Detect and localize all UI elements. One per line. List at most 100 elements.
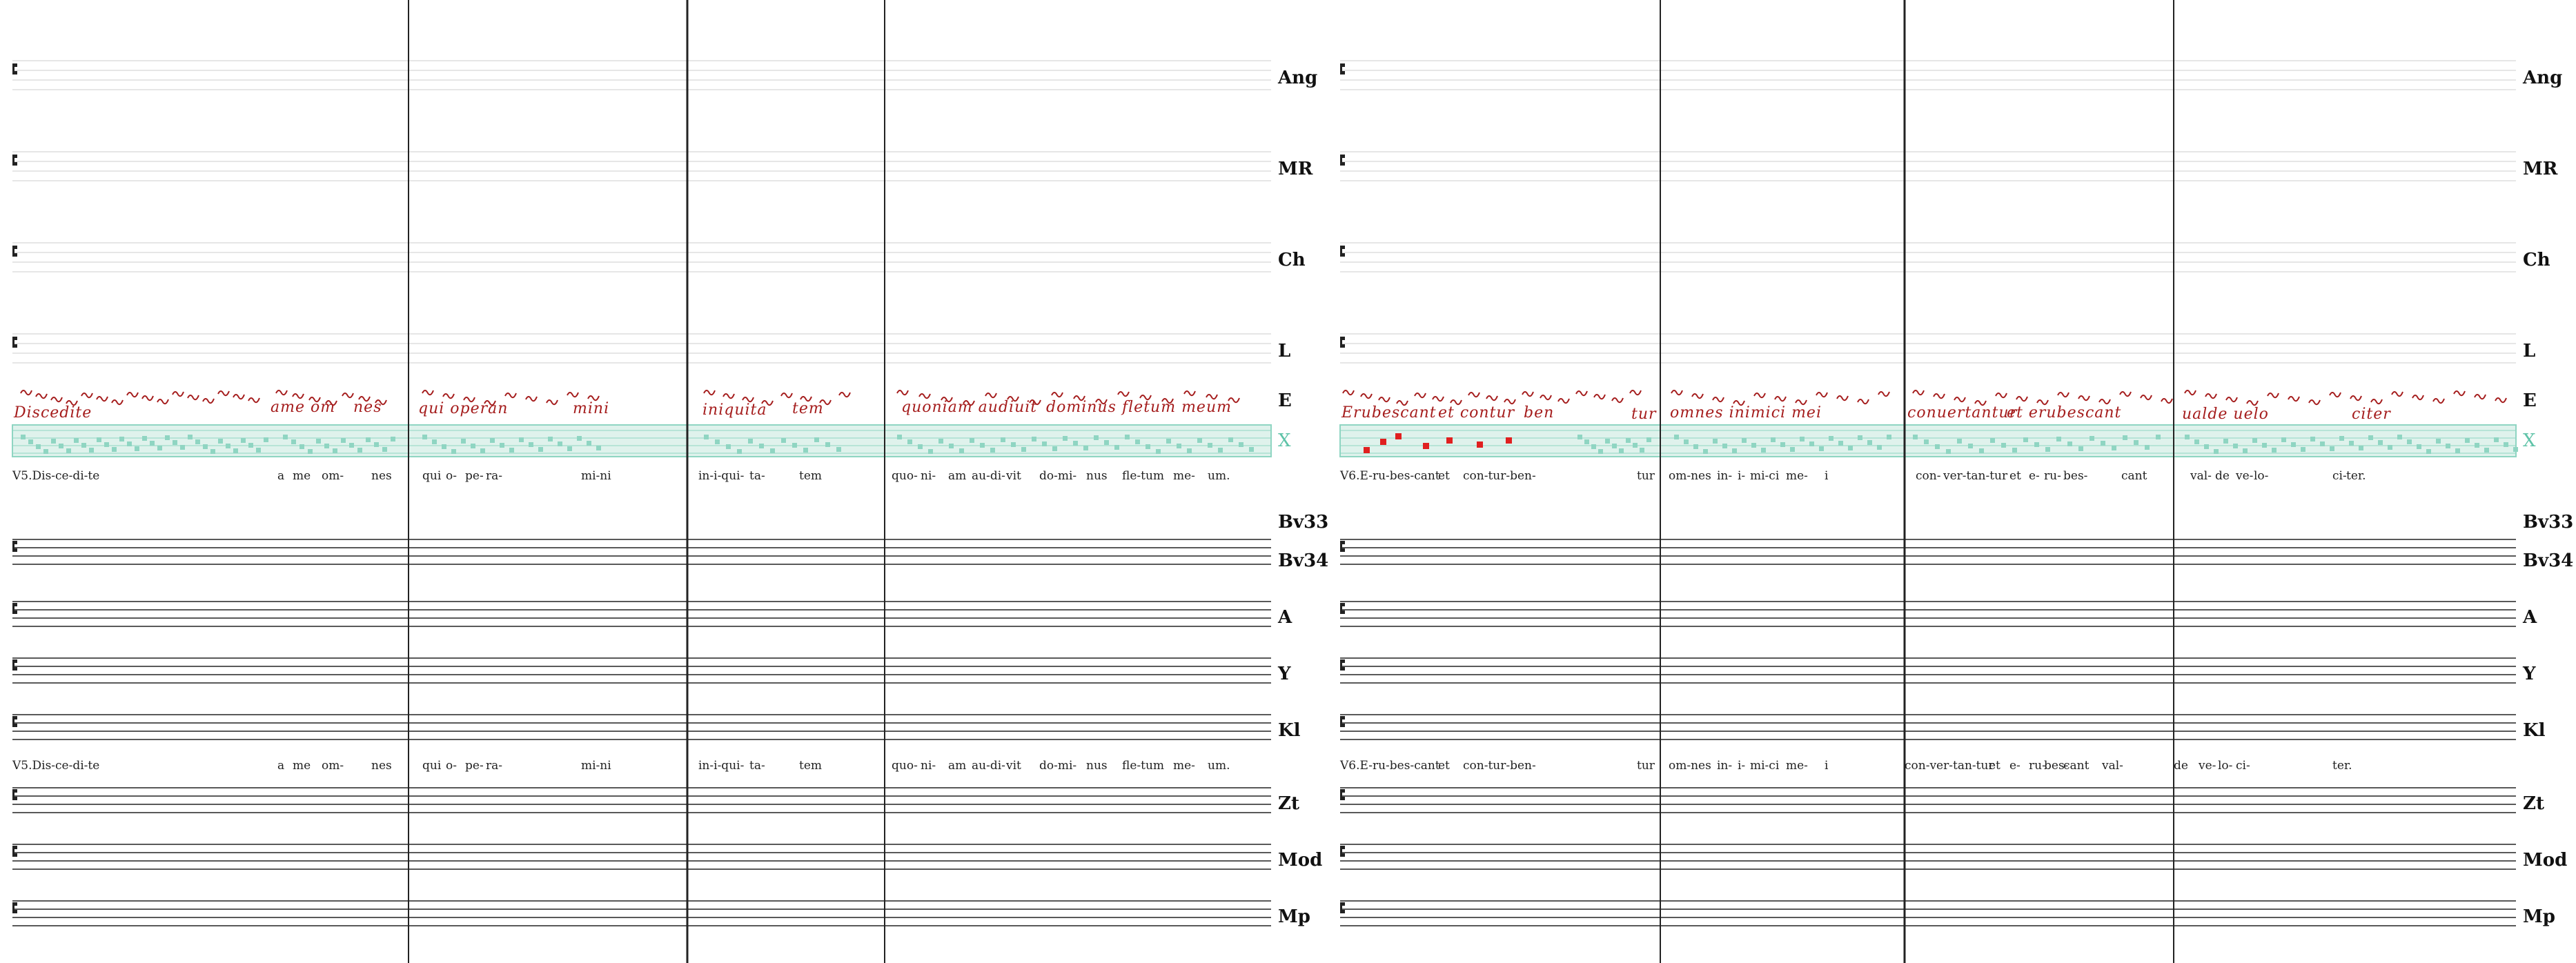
square-neume: [316, 439, 321, 444]
syllable: et: [1438, 469, 1450, 483]
manuscript-neume: [2119, 391, 2132, 397]
c-clef-icon: [1340, 246, 1345, 257]
syllable: ter.: [2346, 469, 2366, 483]
square-neume: [490, 438, 495, 443]
syllable: con-ver-tan-tur: [1905, 759, 1994, 773]
square-neume: [173, 440, 177, 445]
signature-ang: Ang: [2523, 68, 2563, 88]
square-neume: [1156, 449, 1161, 454]
manuscript-neume: [2140, 395, 2152, 401]
square-neume: [897, 435, 902, 439]
syllable: tur: [1637, 759, 1655, 773]
square-neume: [1751, 443, 1756, 448]
square-neume: [1887, 435, 1891, 439]
syllable: in-i-qui-: [698, 759, 745, 773]
square-neume: [2262, 443, 2267, 448]
syllable: me-: [1173, 759, 1195, 773]
manuscript-neume: [35, 393, 48, 399]
manuscript-word: omnes inimici mei: [1670, 404, 1822, 421]
square-neume: [2112, 446, 2116, 450]
syllable: in-: [1717, 759, 1733, 773]
c-clef-icon: [1340, 902, 1345, 913]
syllable: con-: [1916, 469, 1941, 483]
manuscript-word: et contur: [1438, 404, 1515, 421]
syllable: et: [1989, 759, 2000, 773]
square-neume: [1877, 445, 1882, 450]
square-neume: [792, 443, 797, 448]
syllable: mi-ci: [1750, 469, 1780, 483]
signature-zt: Zt: [2523, 793, 2544, 814]
c-clef-icon: [1340, 155, 1345, 166]
square-neume: [1218, 448, 1223, 453]
square-neume: [1001, 437, 1005, 442]
manuscript-neume: [275, 390, 288, 396]
syllable: um.: [1208, 469, 1230, 483]
square-neume: [2045, 447, 2050, 452]
manuscript-neume: [819, 399, 832, 406]
square-neume: [51, 439, 56, 444]
manuscript-neume: [1611, 397, 1624, 404]
manuscript-word: nes: [353, 399, 382, 416]
manuscript-neume: [2016, 396, 2028, 402]
manuscript-neume: [2225, 397, 2238, 403]
syllable: ta-: [749, 759, 765, 773]
manuscript-neume: [1051, 392, 1063, 398]
square-neume: [1104, 440, 1109, 445]
manuscript-word: et erubescant: [2007, 404, 2122, 421]
square-neume: [2484, 448, 2489, 453]
signature-l: L: [2523, 341, 2536, 361]
square-neume: [558, 441, 562, 446]
manuscript-neume: [157, 399, 169, 405]
manuscript-neume: [1360, 393, 1373, 399]
syllable: ta-: [749, 469, 765, 483]
manuscript-neume: [504, 393, 517, 399]
manuscript-neume: [2098, 399, 2111, 405]
square-neume: [1011, 442, 1016, 447]
square-neume: [509, 448, 514, 453]
syllable: fle-tum: [1122, 759, 1165, 773]
square-neume: [2407, 439, 2412, 444]
manuscript-neume: [1836, 395, 1849, 401]
manuscript-neume: [358, 396, 371, 402]
manuscript-neume: [1029, 399, 1041, 406]
square-neume: [157, 446, 162, 450]
square-neume: [2368, 435, 2373, 440]
syllable: ru-: [2044, 469, 2061, 483]
square-neume: [1957, 439, 1962, 444]
square-neume: [737, 449, 742, 454]
square-neume: [241, 438, 246, 443]
square-neume: [366, 437, 371, 442]
syllable: mi-ci: [1750, 759, 1780, 773]
red-note: [1446, 437, 1453, 444]
syllable: me: [293, 759, 311, 773]
manuscript-neume: [1139, 395, 1152, 401]
right-score-panel: Erubescant et contur ben tur omnes inimi…: [1288, 0, 2576, 963]
signature-bv33: Bv33: [2523, 512, 2574, 533]
manuscript-neume: [2246, 400, 2259, 406]
square-neume: [1591, 444, 1596, 449]
square-neume: [2223, 439, 2228, 444]
manuscript-neume: [567, 392, 579, 398]
manuscript-neume: [463, 397, 475, 403]
syllable: me-: [1786, 469, 1808, 483]
syllable: et: [1438, 759, 1450, 773]
square-neume: [442, 444, 446, 449]
square-neume: [907, 439, 912, 444]
square-neume: [1646, 437, 1651, 442]
manuscript-neume: [1468, 392, 1480, 398]
square-neume: [2145, 445, 2150, 450]
manuscript-neume: [111, 399, 124, 406]
syllable: i: [1825, 469, 1829, 483]
square-neume: [2243, 448, 2248, 453]
square-neume: [2023, 437, 2028, 442]
signature-y: Y: [2523, 664, 2536, 684]
square-neume: [970, 438, 974, 443]
manuscript-neume: [1629, 390, 1642, 396]
square-neume: [500, 443, 504, 448]
manuscript-neume: [703, 390, 716, 396]
manuscript-neume: [2078, 395, 2090, 401]
manuscript-neume: [1117, 391, 1130, 397]
square-neume: [1800, 437, 1805, 441]
manuscript-neume: [546, 399, 558, 406]
square-neume: [97, 437, 101, 442]
